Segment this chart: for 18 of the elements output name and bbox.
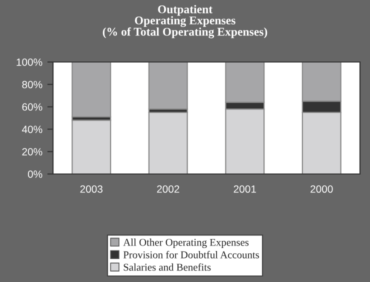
y-tick-label: 100%: [16, 58, 42, 66]
y-tick-label: 40%: [22, 126, 42, 134]
x-tick-label: 2002: [157, 185, 180, 193]
chart-title: Outpatient Operating Expenses (% of Total Operating Expenses): [102, 5, 268, 38]
bar: [72, 62, 112, 118]
bar: [148, 62, 188, 110]
y-tick-label: 0%: [28, 170, 42, 178]
legend-label: Salaries and Benefits: [124, 263, 211, 271]
y-tick-label: 60%: [22, 103, 42, 111]
bar: [72, 120, 112, 174]
bar: [148, 112, 188, 174]
x-tick-label: 2003: [80, 185, 103, 193]
y-tick-label: 80%: [22, 80, 42, 88]
y-tick-label: 20%: [22, 148, 42, 156]
x-tick-label: 2000: [310, 185, 333, 193]
legend-label: Provision for Doubtful Accounts: [123, 250, 260, 258]
legend-label: All Other Operating Expenses: [123, 238, 249, 248]
x-tick-label: 2001: [234, 185, 256, 193]
